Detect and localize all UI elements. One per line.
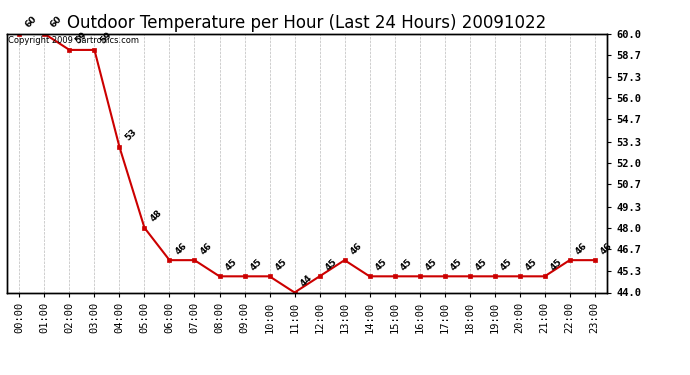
Text: 45: 45	[448, 257, 464, 272]
Title: Outdoor Temperature per Hour (Last 24 Hours) 20091022: Outdoor Temperature per Hour (Last 24 Ho…	[68, 14, 546, 32]
Text: 45: 45	[424, 257, 439, 272]
Text: 46: 46	[599, 241, 614, 256]
Text: 45: 45	[399, 257, 414, 272]
Text: 53: 53	[124, 128, 139, 143]
Text: 44: 44	[299, 273, 314, 288]
Text: 45: 45	[274, 257, 289, 272]
Text: 59: 59	[99, 30, 114, 46]
Text: 45: 45	[524, 257, 539, 272]
Text: 46: 46	[574, 241, 589, 256]
Text: 45: 45	[224, 257, 239, 272]
Text: 60: 60	[48, 15, 63, 30]
Text: 60: 60	[23, 15, 39, 30]
Text: 46: 46	[199, 241, 214, 256]
Text: 45: 45	[499, 257, 514, 272]
Text: 45: 45	[324, 257, 339, 272]
Text: 45: 45	[374, 257, 389, 272]
Text: Copyright 2009 Cartronics.com: Copyright 2009 Cartronics.com	[8, 36, 139, 45]
Text: 45: 45	[248, 257, 264, 272]
Text: 48: 48	[148, 209, 164, 224]
Text: 46: 46	[174, 241, 189, 256]
Text: 46: 46	[348, 241, 364, 256]
Text: 45: 45	[474, 257, 489, 272]
Text: 59: 59	[74, 30, 89, 46]
Text: 45: 45	[549, 257, 564, 272]
